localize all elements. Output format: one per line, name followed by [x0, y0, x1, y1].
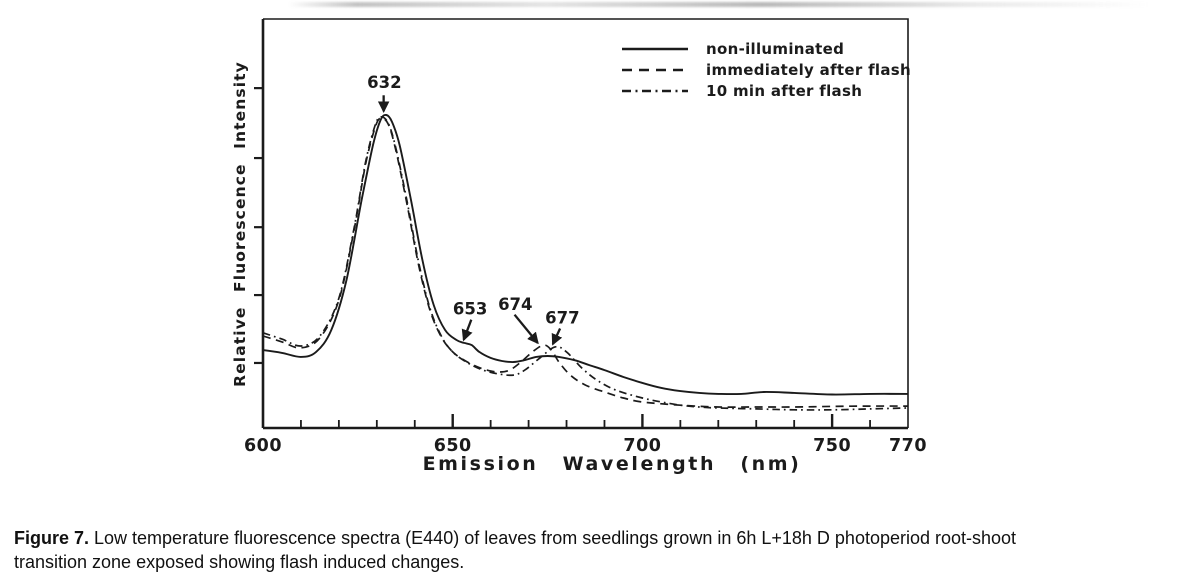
x-tick-label-770: 770 — [889, 436, 927, 456]
series-curve-dash-dot — [262, 115, 909, 411]
legend-line-sample-dash-dot — [622, 89, 688, 92]
x-axis-title: Emission Wavelength (nm) — [422, 453, 802, 475]
x-tick-label-700: 700 — [623, 436, 661, 456]
caption-line-1: Figure 7. Low temperature fluorescence s… — [14, 526, 1182, 550]
peak-label-674: 674 — [498, 295, 532, 314]
peak-label-677: 677 — [545, 309, 579, 328]
figure-caption: Figure 7. Low temperature fluorescence s… — [14, 526, 1182, 574]
spectra-plot-svg: 600 650 700 750 770 632 653 674 677 — [244, 18, 927, 456]
legend-line-sample-dashed — [622, 68, 688, 71]
scan-artifact-smudge — [288, 2, 1150, 7]
legend: non-illuminated immediately after flash 10… — [620, 38, 911, 101]
legend-item-2: immediately after flash — [620, 59, 911, 80]
x-tick-label-650: 650 — [434, 436, 472, 456]
legend-label-1: non-illuminated — [706, 39, 845, 58]
caption-text-1: Low temperature fluorescence spectra (E4… — [89, 528, 1017, 548]
legend-label-2: immediately after flash — [706, 60, 911, 79]
legend-label-3: 10 min after flash — [706, 81, 863, 100]
y-axis-title: Relative Fluorescence Intensity — [231, 61, 249, 387]
legend-item-3: 10 min after flash — [620, 80, 911, 101]
spectra-figure: 600 650 700 750 770 632 653 674 677 Relative Flu… — [231, 2, 1150, 475]
figure-number-label: Figure 7. — [14, 528, 90, 548]
plot-frame — [263, 18, 909, 428]
x-tick-label-750: 750 — [813, 436, 851, 456]
caption-line-2: transition zone exposed showing flash in… — [14, 552, 465, 572]
peak-label-632: 632 — [367, 73, 401, 92]
legend-line-sample-solid — [622, 47, 688, 50]
peak-arrow-653 — [461, 319, 473, 342]
peak-arrow-677 — [551, 327, 563, 346]
peak-arrow-674 — [513, 313, 539, 345]
peak-label-653: 653 — [453, 299, 487, 318]
legend-item-1: non-illuminated — [620, 38, 911, 59]
x-tick-label-600: 600 — [244, 436, 282, 456]
series-curve-solid — [262, 113, 909, 396]
